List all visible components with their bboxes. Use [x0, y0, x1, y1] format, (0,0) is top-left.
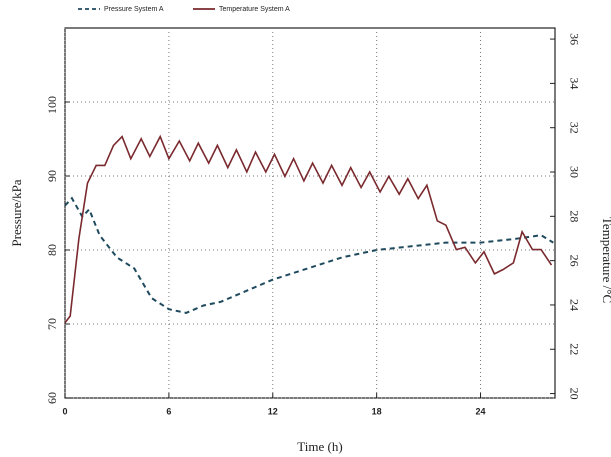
y2-tick-label: 22 [567, 343, 581, 355]
y2-axis-title: Temperature /°C [600, 217, 611, 303]
x-tick-label: 18 [372, 406, 382, 416]
y-axis-title: Pressure/kPa [9, 179, 24, 246]
y2-tick-label: 36 [567, 33, 581, 45]
y-tick-label: 60 [45, 392, 59, 404]
y2-tick-label: 28 [567, 210, 581, 222]
x-axis-title: Time (h) [297, 439, 342, 454]
x-tick-label: 6 [166, 406, 171, 416]
y-tick-label: 90 [45, 170, 59, 182]
y2-tick-label: 26 [567, 255, 581, 267]
y2-tick-label: 34 [567, 77, 581, 89]
y-tick-label: 80 [45, 244, 59, 256]
y2-tick-label: 30 [567, 166, 581, 178]
x-tick-label: 0 [62, 406, 67, 416]
series-line [64, 134, 553, 324]
x-tick-label: 12 [268, 406, 278, 416]
y-tick-label: 100 [45, 96, 59, 114]
series-line [64, 196, 554, 314]
plot-frame [64, 27, 556, 399]
y2-tick-label: 24 [567, 299, 581, 311]
y-tick-label: 70 [45, 318, 59, 330]
x-tick-label: 24 [476, 406, 486, 416]
legend-label: Temperature System A [219, 6, 290, 13]
legend-label: Pressure System A [104, 6, 164, 13]
y2-tick-label: 32 [567, 122, 581, 134]
y2-tick-label: 20 [567, 388, 581, 400]
